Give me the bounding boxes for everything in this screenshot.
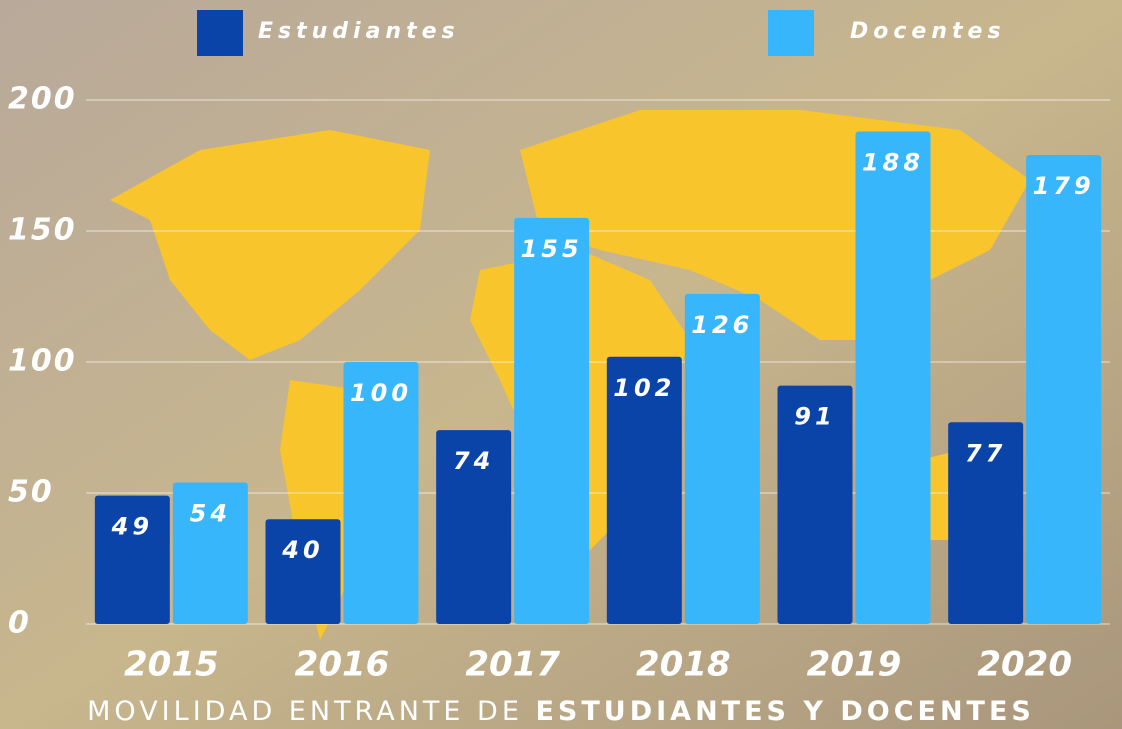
y-tick-label: 200 (8, 82, 77, 117)
x-tick-label: 2017 (465, 645, 560, 685)
value-label: 91 (794, 403, 835, 431)
value-label: 126 (691, 311, 753, 339)
y-tick-label: 100 (8, 344, 77, 379)
y-tick-label: 150 (8, 213, 77, 248)
value-label: 188 (862, 148, 924, 176)
value-label: 155 (521, 235, 583, 263)
value-label: 102 (613, 374, 675, 402)
chart-title: MOVILIDAD ENTRANTE DE ESTUDIANTES Y DOCE… (87, 696, 1035, 727)
x-tick-label: 2018 (636, 645, 731, 685)
legend-swatch (768, 10, 814, 56)
bar (1026, 155, 1101, 624)
bar (514, 218, 589, 624)
y-tick-label: 0 (8, 606, 31, 641)
x-tick-label: 2020 (977, 645, 1072, 685)
bar (856, 131, 931, 624)
value-label: 49 (111, 513, 153, 541)
title-part: MOVILIDAD ENTRANTE DE (87, 696, 523, 727)
bar (685, 294, 760, 624)
title-part: ESTUDIANTES Y DOCENTES (535, 696, 1034, 727)
x-tick-label: 2019 (807, 645, 902, 685)
value-label: 179 (1033, 172, 1095, 200)
legend-swatch (197, 10, 243, 56)
value-label: 54 (190, 500, 231, 528)
legend-label: Docentes (850, 19, 1006, 44)
legend-label: Estudiantes (258, 19, 460, 44)
value-label: 77 (965, 439, 1006, 467)
value-label: 100 (350, 379, 412, 407)
value-label: 40 (281, 536, 323, 564)
y-tick-label: 50 (8, 475, 54, 510)
chart: 0 50 100 150 200 Estudiantes Docentes 2015 49 54 2… (0, 0, 1122, 729)
value-label: 74 (453, 447, 494, 475)
x-tick-label: 2015 (124, 645, 219, 685)
bar (266, 519, 341, 624)
x-tick-label: 2016 (295, 645, 390, 685)
